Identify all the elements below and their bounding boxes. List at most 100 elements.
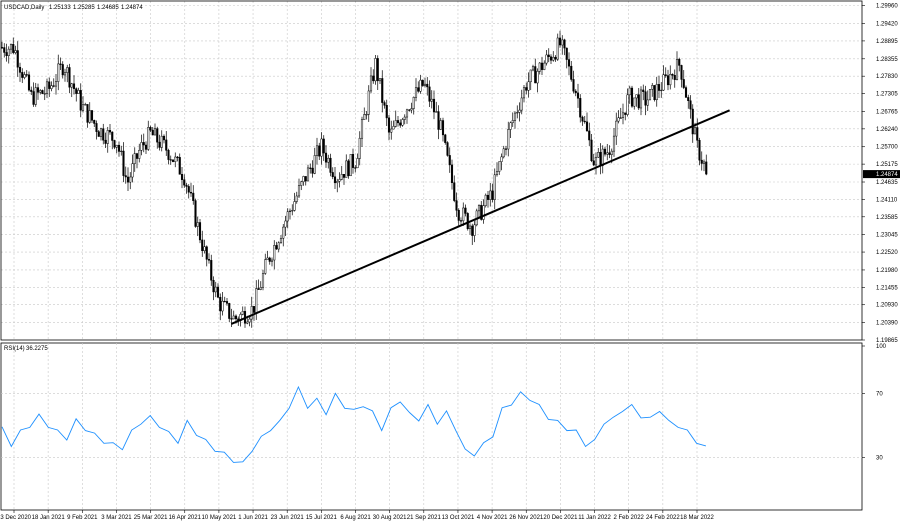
candle	[241, 306, 244, 316]
price-tick-label: 1.23585	[876, 215, 898, 221]
candle	[61, 61, 64, 79]
candle	[120, 145, 123, 156]
candle	[273, 240, 276, 270]
candle	[36, 83, 40, 100]
candle	[171, 159, 175, 163]
candle	[124, 166, 127, 184]
candle	[333, 167, 337, 189]
candle	[561, 35, 564, 55]
candle	[464, 204, 467, 217]
candle	[41, 89, 44, 95]
candle	[302, 175, 305, 186]
candle	[250, 296, 253, 328]
candle	[669, 65, 672, 90]
candle	[684, 85, 688, 98]
time-tick-label: 1 Jun 2021	[238, 515, 268, 521]
time-tick-label: 18 Mar 2022	[680, 515, 714, 521]
candle	[448, 147, 451, 173]
candle	[111, 131, 114, 150]
candle	[228, 302, 231, 323]
candle	[412, 96, 415, 115]
candle	[390, 120, 393, 140]
candle	[97, 129, 100, 137]
candle	[306, 164, 310, 182]
price-tick-label: 1.23045	[876, 233, 898, 239]
candle	[576, 83, 580, 108]
ohlc-low: 1.24685	[97, 5, 119, 11]
price-tick-label: 1.25700	[876, 145, 898, 151]
candle	[378, 78, 382, 84]
candle	[680, 64, 683, 88]
candle	[342, 174, 346, 185]
candle	[646, 90, 649, 112]
candle	[682, 70, 685, 90]
candle	[621, 103, 625, 125]
candle	[106, 126, 109, 153]
candle	[77, 87, 80, 94]
candle	[628, 85, 631, 104]
candle	[421, 79, 424, 87]
candle	[293, 192, 296, 212]
candle	[54, 73, 58, 95]
candle	[14, 45, 17, 55]
candle	[585, 112, 589, 132]
time-tick-label: 15 Jul 2021	[306, 515, 338, 521]
candle	[507, 121, 510, 157]
candle	[45, 78, 49, 98]
candle	[401, 117, 404, 127]
candle	[133, 147, 136, 172]
candle	[340, 165, 343, 181]
candle	[581, 115, 584, 126]
candle	[664, 67, 667, 78]
candle	[178, 153, 181, 175]
price-panel-frame	[0, 0, 863, 341]
candle	[349, 154, 352, 177]
candle	[500, 153, 503, 171]
candle	[248, 316, 251, 327]
candle	[554, 55, 557, 62]
candle	[149, 125, 152, 133]
candle	[113, 139, 116, 150]
candle	[520, 89, 523, 115]
candle	[543, 60, 546, 71]
time-tick-label: 20 Dec 2021	[543, 515, 578, 521]
candle	[167, 148, 170, 165]
candle	[493, 168, 496, 210]
candle	[318, 142, 321, 160]
candle	[477, 204, 481, 220]
candle	[453, 175, 456, 203]
time-tick-label: 3 Mar 2021	[101, 515, 132, 521]
candle	[275, 241, 278, 250]
candle	[63, 68, 67, 82]
candle	[108, 123, 112, 135]
candle	[129, 172, 132, 190]
candle	[671, 73, 674, 80]
candle	[410, 102, 413, 114]
candle	[662, 65, 665, 92]
candle	[630, 85, 634, 108]
candle	[156, 126, 159, 149]
candle	[423, 77, 427, 88]
candle	[43, 86, 46, 101]
candle	[34, 82, 37, 107]
candle	[212, 276, 215, 301]
price-tick-label: 1.29420	[876, 22, 898, 28]
candle	[7, 46, 10, 64]
candle	[594, 152, 598, 175]
candle	[295, 191, 298, 204]
rsi-line	[1, 385, 707, 463]
candle	[468, 223, 472, 235]
candle	[324, 145, 328, 168]
candle	[358, 131, 361, 166]
candle	[603, 146, 607, 157]
candle	[405, 108, 409, 124]
candle	[374, 55, 377, 85]
candle	[446, 141, 449, 157]
candle	[122, 142, 125, 183]
time-tick-label: 25 Mar 2021	[134, 515, 168, 521]
candle	[403, 114, 406, 125]
candle	[502, 145, 505, 159]
candle	[189, 182, 193, 197]
candle	[498, 161, 501, 175]
rsi-tick-label: 70	[876, 392, 883, 398]
